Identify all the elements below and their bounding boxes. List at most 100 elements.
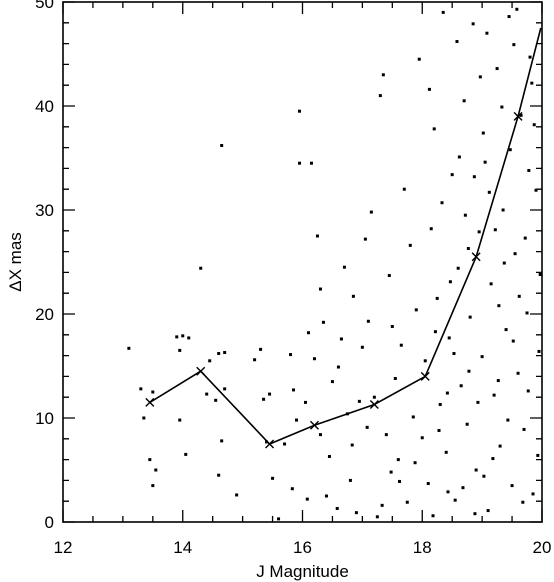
scatter-point xyxy=(455,40,459,44)
scatter-point xyxy=(497,304,501,308)
scatter-point xyxy=(474,468,478,472)
scatter-point xyxy=(339,337,343,341)
scatter-point xyxy=(423,359,427,363)
scatter-point xyxy=(485,31,489,35)
scatter-point xyxy=(417,57,421,61)
scatter-point xyxy=(290,487,294,491)
scatter-point xyxy=(253,358,257,362)
scatter-point xyxy=(175,335,179,339)
scatter-point xyxy=(473,512,477,516)
trend-marker xyxy=(196,366,206,376)
scatter-point xyxy=(516,371,520,375)
scatter-point xyxy=(537,349,541,353)
x-tick-label: 18 xyxy=(413,538,432,557)
plot-frame xyxy=(62,1,543,523)
scatter-point xyxy=(468,315,472,319)
scatter-point xyxy=(482,474,486,478)
scatter-point xyxy=(220,439,224,443)
scatter-point xyxy=(528,55,532,59)
scatter-point xyxy=(444,450,448,454)
scatter-point xyxy=(214,398,218,402)
scatter-point xyxy=(511,339,515,343)
scatter-point xyxy=(530,81,534,85)
trend-marker xyxy=(265,439,275,449)
y-tick-label: 50 xyxy=(35,0,54,12)
y-tick-label: 0 xyxy=(45,513,54,532)
scatter-point xyxy=(389,470,393,474)
scatter-point xyxy=(527,168,531,172)
scatter-point xyxy=(306,331,310,335)
scatter-point xyxy=(178,418,182,422)
scatter-point xyxy=(471,22,475,26)
scatter-point xyxy=(235,493,239,497)
scatter-point xyxy=(393,376,397,380)
trend-marker xyxy=(471,252,481,262)
scatter-point xyxy=(139,387,143,391)
scatter-point xyxy=(483,160,487,164)
scatter-point xyxy=(481,131,485,135)
scatter-point xyxy=(491,457,495,461)
scatter-point xyxy=(303,400,307,404)
scatter-point xyxy=(536,453,540,457)
scatter-point xyxy=(283,442,287,446)
scatter-point xyxy=(538,272,542,276)
scatter-point xyxy=(493,228,497,232)
scatter-point xyxy=(289,353,293,357)
scatter-point xyxy=(397,479,401,483)
scatter-point xyxy=(321,320,325,324)
scatter-point xyxy=(277,517,281,521)
scatter-point xyxy=(354,511,358,515)
scatter-point xyxy=(330,380,334,384)
scatter-point xyxy=(184,452,188,456)
scatter-point xyxy=(262,397,266,401)
scatter-point xyxy=(522,427,526,431)
scatter-point xyxy=(357,399,361,403)
scatter-point xyxy=(462,99,466,103)
scatter-point xyxy=(309,161,313,165)
scatter-point xyxy=(318,433,322,437)
scatter-point xyxy=(148,458,152,462)
scatter-point xyxy=(151,390,155,394)
scatter-point xyxy=(351,294,355,298)
scatter-point xyxy=(457,155,461,159)
x-axis-title: J Magnitude xyxy=(256,562,349,581)
scatter-point xyxy=(486,509,490,513)
scatter-point xyxy=(437,428,441,432)
scatter-point xyxy=(496,379,500,383)
x-tick-label: 12 xyxy=(54,538,73,557)
scatter-point xyxy=(519,113,523,117)
scatter-point xyxy=(327,454,331,458)
trend-marker xyxy=(145,397,155,407)
scatter-point xyxy=(217,473,221,477)
scatter-point xyxy=(396,458,400,462)
scatter-point xyxy=(402,187,406,191)
scatter-point xyxy=(399,343,403,347)
scatter-point xyxy=(360,345,364,349)
scatter-point xyxy=(492,393,496,397)
scatter-point xyxy=(408,243,412,247)
scatter-point xyxy=(372,395,376,399)
scatter-point xyxy=(295,418,299,422)
scatter-point xyxy=(461,486,465,490)
scatter-point xyxy=(502,261,506,265)
y-axis-title: ΔX mas xyxy=(6,232,25,292)
scatter-point xyxy=(384,433,388,437)
scatter-point xyxy=(151,484,155,488)
scatter-point xyxy=(305,497,309,501)
scatter-points xyxy=(127,7,542,521)
scatter-point xyxy=(466,246,470,250)
x-tick-label: 14 xyxy=(173,538,192,557)
scatter-point xyxy=(507,15,511,19)
trend-marker xyxy=(369,399,379,409)
scatter-point xyxy=(525,311,529,315)
scatter-point xyxy=(335,506,339,510)
scatter-point xyxy=(381,73,385,77)
x-tick-labels: 12 14 16 18 20 xyxy=(54,538,552,557)
scatter-point xyxy=(298,161,302,165)
scatter-point xyxy=(318,287,322,291)
scatter-point xyxy=(375,515,379,519)
scatter-point xyxy=(476,400,480,404)
scatter-point xyxy=(467,369,471,373)
scatter-point xyxy=(446,490,450,494)
scatter-point xyxy=(523,236,527,240)
